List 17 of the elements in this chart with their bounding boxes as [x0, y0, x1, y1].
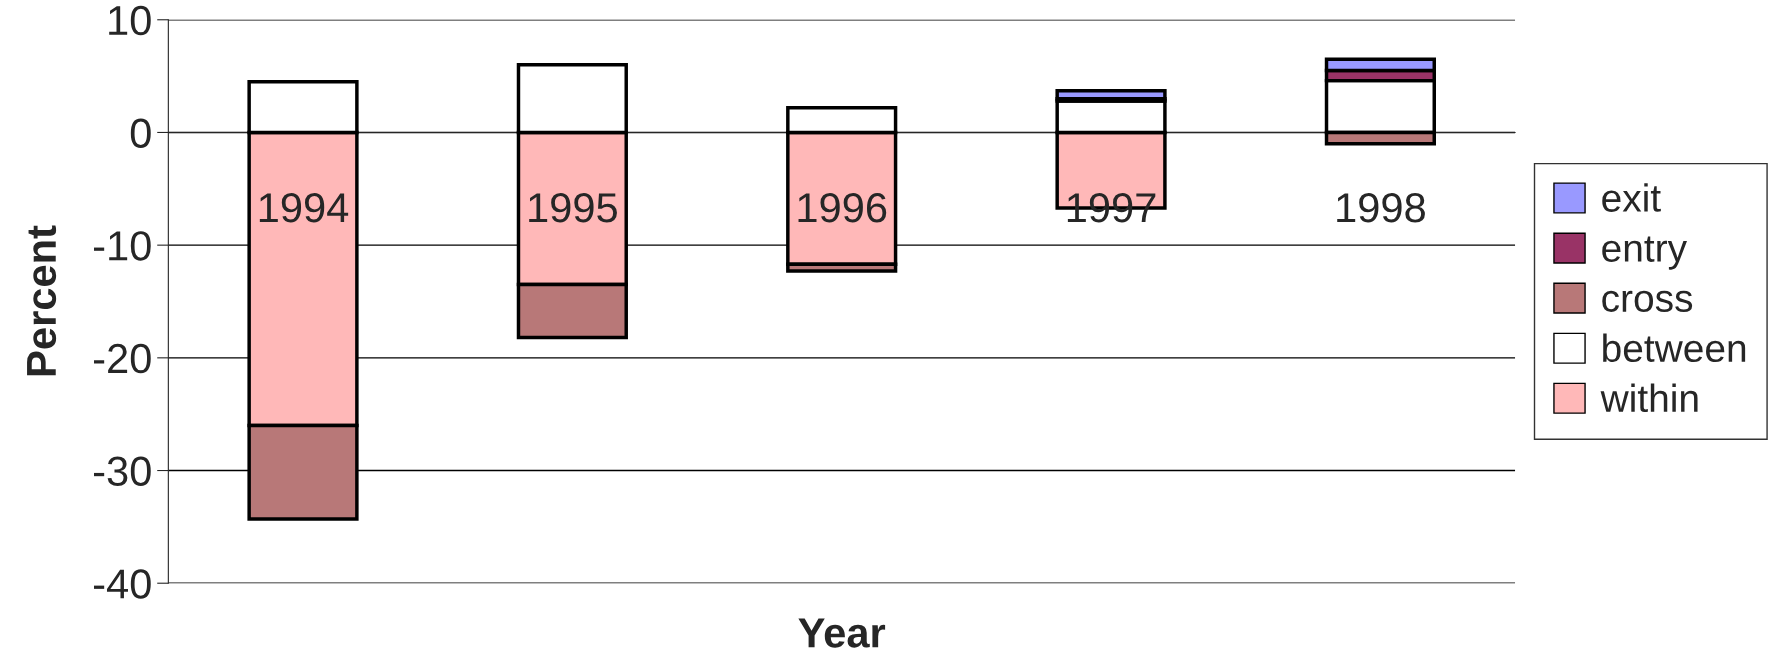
y-axis-title: Percent [27, 225, 57, 376]
y-tick-label: -40 [94, 569, 151, 599]
legend-label: entry [1602, 236, 1687, 270]
legend-label: between [1603, 333, 1746, 363]
legend-label: exit [1602, 183, 1661, 212]
legend-label: within [1600, 383, 1698, 413]
legend-label: cross [1602, 290, 1693, 313]
x-tick-label: 1994 [259, 193, 349, 223]
x-tick-label: 1995 [529, 193, 617, 223]
y-tick-label: -30 [94, 456, 151, 487]
x-axis-title: Year [798, 618, 886, 648]
y-tick-label: -20 [94, 343, 151, 374]
y-tick-label: -10 [94, 231, 151, 261]
x-tick-label: 1998 [1337, 193, 1425, 223]
y-tick-label: 0 [130, 118, 151, 148]
x-tick-label: 1996 [798, 193, 887, 223]
y-tick-label: 10 [109, 5, 151, 36]
